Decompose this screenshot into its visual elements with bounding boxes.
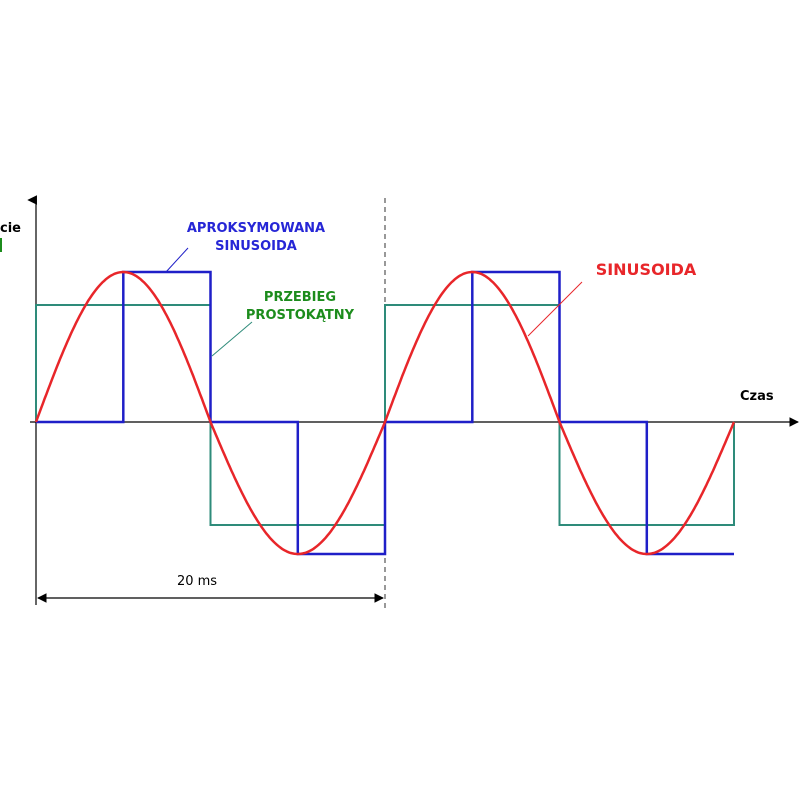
x-axis-label: Czas bbox=[740, 389, 774, 404]
approx-label-leader bbox=[165, 247, 189, 273]
square-label-leader bbox=[211, 321, 253, 357]
approx-sine-label-line2: SINUSOIDA bbox=[215, 239, 297, 254]
y-axis-label: cie bbox=[0, 221, 21, 236]
approx-sine-label-line1: APROKSYMOWANA bbox=[187, 221, 325, 236]
approximated-sine-wave bbox=[36, 270, 734, 556]
sine-label-leader bbox=[527, 281, 583, 337]
square-wave-label-line2: PROSTOKĄTNY bbox=[246, 308, 355, 323]
square-wave-label-line1: PRZEBIEG bbox=[264, 290, 336, 305]
y-axis-color-hint-icon bbox=[0, 238, 2, 252]
sine-wave bbox=[34, 270, 736, 556]
period-label: 20 ms bbox=[177, 574, 217, 589]
sine-wave-label: SINUSOIDA bbox=[596, 260, 697, 279]
